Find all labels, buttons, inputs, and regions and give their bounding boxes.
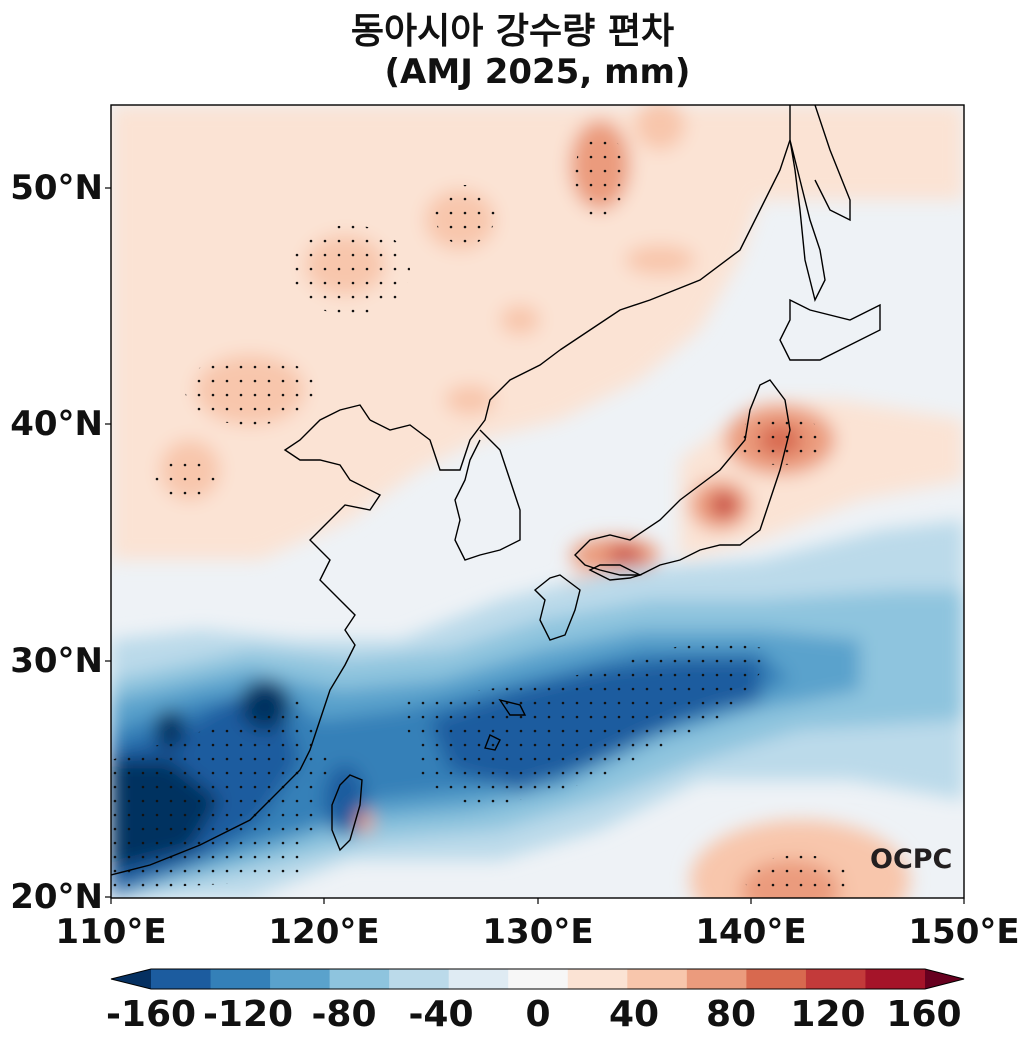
lat-tick-label: 20°N [10,877,103,917]
lon-tick-label: 110°E [55,912,167,952]
colorbar-tick-label: 0 [525,994,551,1035]
colorbar [110,968,965,990]
significance-stippling [111,130,855,898]
colorbar-segment [329,969,390,989]
colorbar-tick-label: 160 [886,994,962,1035]
lon-tick-label: 120°E [268,912,380,952]
lon-tick-label: 140°E [695,912,807,952]
coastlines [111,105,881,876]
axis-ticks [105,187,965,904]
colorbar-segment [567,969,628,989]
colorbar-segment [270,969,331,989]
colorbar-segment [746,969,807,989]
chart-subtitle: (AMJ 2025, mm) [384,52,691,92]
colorbar-extend-high [925,969,964,989]
colorbar-tick-label: 120 [790,994,866,1035]
colorbar-tick-label: 40 [608,994,660,1035]
chart-title: 동아시아 강수량 편차 [350,11,675,52]
colorbar-tick-label: -40 [408,994,474,1035]
colorbar-extend-low [111,969,151,989]
colorbar-tick-label: -120 [202,994,294,1035]
ocpc-logo: OCPC [870,844,953,875]
anomaly-field [111,105,964,898]
colorbar-segment [448,969,509,989]
colorbar-segment [865,969,926,989]
colorbar-segment [627,969,688,989]
colorbar-tick-label: 80 [705,994,757,1035]
colorbar-tick-label: -80 [311,994,377,1035]
lon-tick-label: 130°E [482,912,594,952]
lon-tick-label: 150°E [908,912,1020,952]
lat-tick-label: 50°N [10,168,103,208]
colorbar-segment [805,969,866,989]
colorbar-segment [686,969,747,989]
colorbar-tick-label: -160 [105,994,197,1035]
colorbar-segment [210,969,271,989]
colorbar-outline [110,968,965,990]
colorbar-segment [151,969,212,989]
lat-tick-label: 30°N [10,641,103,681]
colorbar-segment [389,969,450,989]
colorbar-segment [508,969,569,989]
lat-tick-label: 40°N [10,404,103,444]
